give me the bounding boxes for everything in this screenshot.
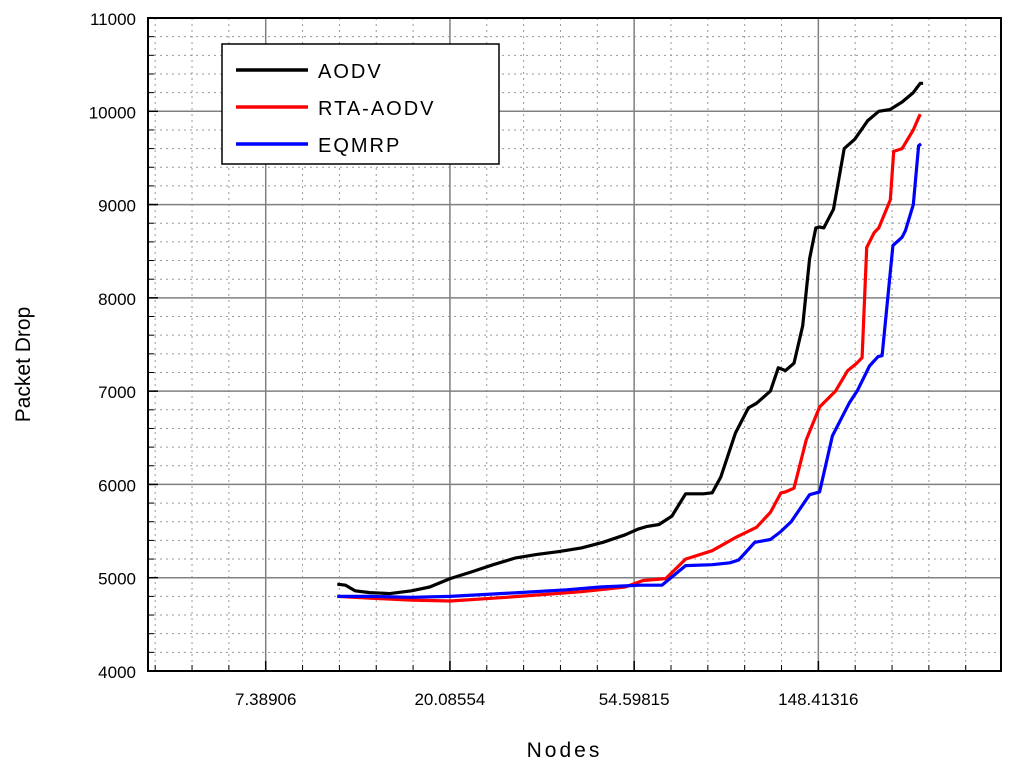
legend-label-rta-aodv: RTA-AODV	[318, 98, 436, 120]
series-line-aodv	[337, 81, 924, 596]
x-tick-label: 148.41316	[778, 690, 858, 709]
x-tick-label: 7.38906	[235, 690, 296, 709]
legend-label-eqmrp: EQMRP	[318, 135, 401, 157]
plot-frame	[147, 17, 1002, 672]
y-tick-label: 7000	[98, 383, 136, 402]
axis-ticks	[148, 17, 967, 672]
y-tick-label: 11000	[90, 10, 136, 29]
legend: AODV RTA-AODV EQMRP	[221, 43, 500, 165]
x-axis-title: Nodes	[527, 739, 603, 762]
legend-label-aodv: AODV	[318, 61, 383, 83]
series-line-eqmrp	[337, 142, 923, 599]
y-tick-label: 10000	[89, 103, 136, 122]
y-tick-label: 9000	[98, 197, 136, 216]
series-layer	[337, 81, 924, 603]
minor-grid	[148, 18, 1001, 671]
y-tick-label: 6000	[98, 476, 136, 495]
y-axis-title: Packet Drop	[12, 307, 35, 423]
x-tick-label: 54.59815	[599, 690, 670, 709]
x-tick-labels: 7.38906 20.08554 54.59815 148.41316	[235, 690, 859, 709]
y-tick-label: 4000	[98, 663, 136, 682]
series-line-rta-aodv	[337, 113, 922, 603]
y-tick-label: 5000	[98, 570, 136, 589]
x-tick-label: 20.08554	[414, 690, 485, 709]
y-tick-labels: 4000 5000 6000 7000 8000 9000 10000 11000	[89, 10, 136, 682]
y-tick-label: 8000	[98, 290, 136, 309]
